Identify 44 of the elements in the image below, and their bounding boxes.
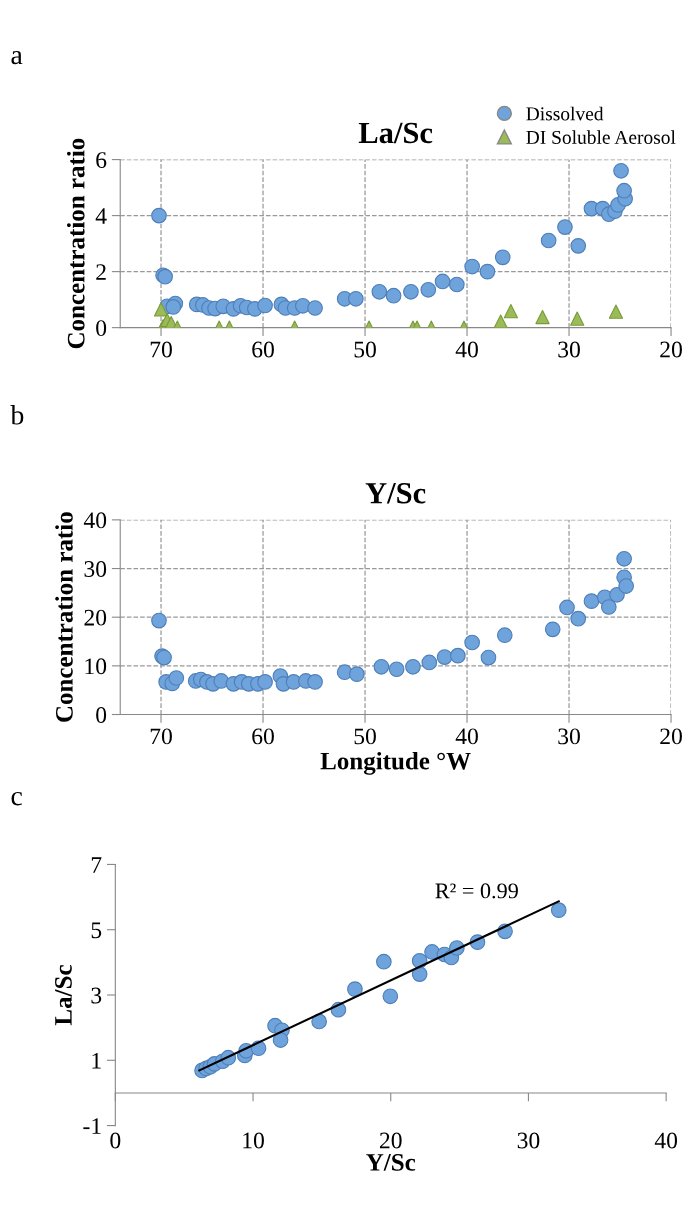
y-tick-label: 4 xyxy=(95,208,107,224)
x-tick-label: 40 xyxy=(455,728,478,745)
y-tick-label: 5 xyxy=(91,922,102,939)
y-axis-title: Concentration ratio xyxy=(55,512,73,722)
y-tick-label: 30 xyxy=(84,561,107,577)
legend-label: DI Soluble Aerosol xyxy=(526,130,676,144)
text: a xyxy=(11,50,23,65)
x-axis-title: Y/Sc xyxy=(366,1154,416,1171)
x-tick-label: 0 xyxy=(110,1132,121,1149)
x-tick-label: 30 xyxy=(517,1132,540,1149)
x-tick-label: 50 xyxy=(354,341,376,358)
y-tick-label: 7 xyxy=(91,857,102,873)
x-tick-label: 60 xyxy=(252,341,274,358)
x-tick-label: 10 xyxy=(243,1132,264,1149)
y-axis-title: Concentration ratio xyxy=(67,138,85,349)
x-tick-label: 20 xyxy=(379,1132,402,1149)
x-tick-label: 60 xyxy=(252,728,274,745)
chart-title: La/Sc xyxy=(358,122,433,144)
y-tick-label: 20 xyxy=(84,609,107,626)
text: b xyxy=(10,405,24,425)
y-tick-label: 2 xyxy=(96,264,106,280)
y-tick-label: 40 xyxy=(83,512,107,529)
x-axis-title: Longitude °W xyxy=(320,751,471,775)
y-axis-title: La/Sc xyxy=(55,965,72,1026)
x-tick-label: 30 xyxy=(558,728,580,745)
y-tick-label: 0 xyxy=(96,320,107,337)
text: c xyxy=(11,792,22,806)
y-tick-label: 3 xyxy=(91,987,102,1004)
y-tick-label: 10 xyxy=(85,658,107,675)
y-tick-label: 6 xyxy=(96,152,107,169)
annotation: R² = 0.99 xyxy=(435,883,518,899)
chart-title: Y/Sc xyxy=(365,482,426,504)
y-tick-label: -1 xyxy=(83,1118,101,1134)
x-tick-label: 50 xyxy=(354,728,376,745)
x-tick-label: 30 xyxy=(558,341,580,358)
x-tick-label: 20 xyxy=(660,728,682,745)
x-tick-label: 20 xyxy=(660,341,682,358)
x-tick-label: 40 xyxy=(455,341,478,358)
legend-label: Dissolved xyxy=(526,106,604,121)
x-tick-label: 40 xyxy=(654,1132,678,1149)
y-tick-label: 0 xyxy=(96,707,107,723)
x-tick-label: 70 xyxy=(150,728,172,745)
x-tick-label: 70 xyxy=(150,341,172,358)
y-tick-label: 1 xyxy=(92,1052,101,1069)
